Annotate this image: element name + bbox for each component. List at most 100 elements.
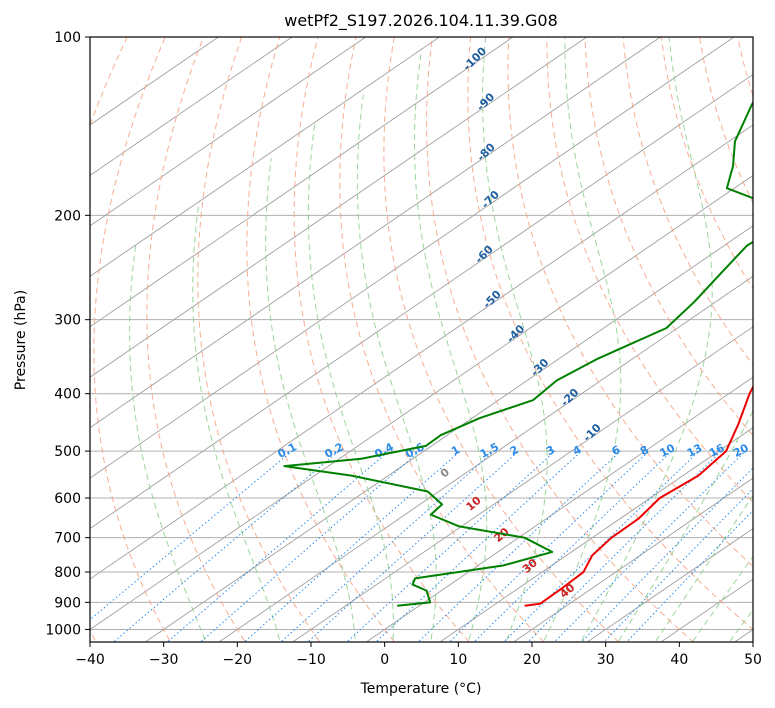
isotherm-line <box>90 37 441 277</box>
mixing-ratio-line <box>306 450 520 642</box>
mixing-ratio-line <box>553 450 746 642</box>
mixing-ratio-label: 1.5 <box>478 440 501 461</box>
x-tick-label: 30 <box>597 652 615 668</box>
isotherm-line <box>365 376 753 642</box>
moist-adiabat-label: 10 <box>464 494 484 514</box>
mixing-ratio-label: 20 <box>731 441 751 460</box>
isotherm-line <box>733 628 753 642</box>
isotherm-line <box>586 528 753 642</box>
mixing-ratio-line <box>166 450 390 642</box>
x-tick-label: 50 <box>744 652 762 668</box>
moist-adiabat <box>482 37 548 642</box>
moist-adiabat <box>542 37 622 642</box>
x-tick-label: −40 <box>75 652 105 668</box>
dry-adiabat-label: -30 <box>528 356 551 379</box>
y-tick-label: 700 <box>54 531 81 547</box>
moist-adiabat-label: 0 <box>438 465 452 480</box>
isotherm-line <box>90 37 367 227</box>
mixing-ratio-line <box>346 450 556 642</box>
mixing-ratio-line <box>527 450 722 642</box>
dry-adiabat <box>383 37 620 642</box>
isotherm-line <box>512 477 753 642</box>
mixing-ratio-line <box>417 450 621 642</box>
dry-adiabat <box>584 37 753 437</box>
y-tick-label: 300 <box>54 313 81 329</box>
dry-adiabat <box>660 37 753 290</box>
mixing-ratio-label: 25 <box>756 441 775 460</box>
dry-adiabat <box>93 37 172 642</box>
mixing-ratio-line <box>243 450 461 642</box>
y-tick-label: 500 <box>54 444 81 460</box>
dry-adiabat <box>467 37 753 631</box>
temperature-profile <box>524 384 753 607</box>
mixing-ratio-label: 0.4 <box>372 440 396 461</box>
dry-adiabat <box>507 37 753 568</box>
isotherm-line <box>90 37 293 176</box>
x-tick-label: 20 <box>523 652 541 668</box>
moist-adiabat <box>192 202 281 642</box>
mixing-ratio-label: 10 <box>658 441 678 460</box>
isotherm-line <box>291 326 753 642</box>
isotherm-line <box>90 37 662 429</box>
y-axis-label: Pressure (hPa) <box>13 290 29 390</box>
dry-adiabat-label: -50 <box>481 288 504 311</box>
mixing-ratio-label: 0.1 <box>276 440 299 461</box>
x-tick-label: 40 <box>670 652 688 668</box>
mixing-ratio-label: 13 <box>685 441 705 460</box>
dry-adiabat-label: -80 <box>475 140 498 163</box>
y-tick-label: 800 <box>54 565 81 581</box>
moist-adiabat <box>728 608 753 642</box>
isotherm-line <box>439 427 753 642</box>
isotherm-line <box>218 275 753 642</box>
dewpoint-profile <box>283 100 753 607</box>
dry-adiabat-label: -20 <box>558 386 581 409</box>
isotherm-line <box>90 37 735 479</box>
y-tick-label: 400 <box>54 387 81 403</box>
y-tick-label: 900 <box>54 595 81 611</box>
isotherm-line <box>90 73 753 530</box>
mixing-ratio-line <box>90 450 293 621</box>
mixing-ratio-line <box>112 450 340 642</box>
y-tick-label: 600 <box>54 491 81 507</box>
profile-lines <box>283 100 753 607</box>
x-tick-label: 10 <box>449 652 467 668</box>
moist-adiabat <box>691 555 753 642</box>
dry-adiabat <box>699 37 753 205</box>
isotherm-line <box>90 37 588 378</box>
moist-adiabat <box>580 37 713 642</box>
dry-adiabat <box>293 37 470 642</box>
moist-adiabat <box>356 94 437 642</box>
mixing-ratio-line <box>626 509 753 642</box>
x-axis-label: Temperature (°C) <box>360 681 482 697</box>
plot-frame <box>89 36 754 643</box>
mixing-ratio-label: 6 <box>610 443 623 458</box>
mixing-ratio-label: 0.2 <box>322 440 345 461</box>
y-tick-label: 100 <box>54 30 81 46</box>
moist-adiabat <box>307 123 394 642</box>
chart-title: wetPf2_S197.2026.104.11.39.G08 <box>284 11 558 31</box>
isotherm-line <box>90 37 514 328</box>
x-tick-label: −10 <box>296 652 326 668</box>
x-tick-label: −30 <box>149 652 179 668</box>
dry-adiabat-label: -40 <box>504 322 527 345</box>
moist-adiabat <box>617 409 753 642</box>
moist-adiabat <box>413 49 488 642</box>
line-labels: 0.10.20.40.611.52346810131620253036-100-… <box>276 44 775 600</box>
moist-adiabat <box>129 245 207 642</box>
x-tick-label: −20 <box>223 652 253 668</box>
isotherm-line <box>90 124 753 580</box>
axes: −40 −30 −20 −10 0 10 20 30 40 5010020030040050060… <box>45 30 762 668</box>
dry-adiabat-label: -70 <box>479 188 502 211</box>
x-tick-label: 0 <box>380 652 389 668</box>
y-tick-label: 200 <box>54 208 81 224</box>
dry-adiabat <box>146 37 246 642</box>
dry-adiabat-label: -90 <box>474 90 497 113</box>
mixing-ratio-line <box>473 450 673 642</box>
dry-adiabat-label: -10 <box>581 421 604 444</box>
dry-adiabat <box>0 24 58 649</box>
isotherm-line <box>90 174 753 630</box>
background-lines <box>0 24 753 649</box>
isotherm-line <box>144 225 753 642</box>
isotherm-line <box>90 37 220 126</box>
